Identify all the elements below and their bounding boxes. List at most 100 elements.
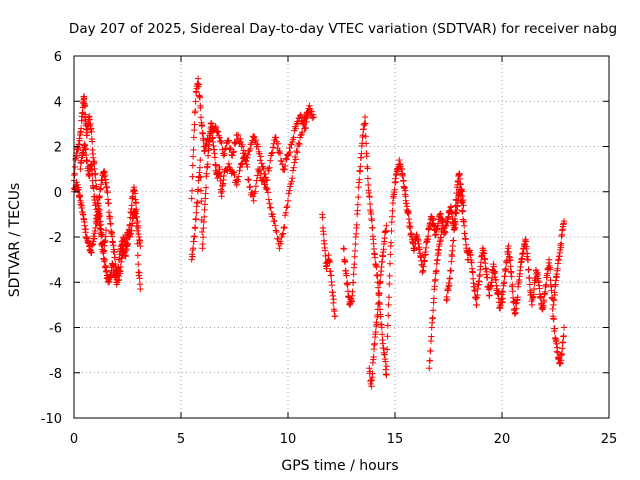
- data-point: [426, 365, 433, 372]
- data-point: [352, 230, 360, 238]
- data-point: [191, 121, 198, 128]
- data-point: [560, 332, 567, 340]
- data-point: [371, 340, 378, 347]
- data-point: [553, 340, 560, 347]
- data-point: [376, 289, 383, 297]
- data-point: [475, 278, 483, 285]
- data-point: [88, 249, 95, 256]
- data-point: [286, 187, 293, 194]
- data-point: [433, 267, 440, 274]
- data-point: [540, 302, 547, 309]
- data-point: [252, 183, 260, 190]
- data-point: [242, 150, 249, 157]
- data-point: [320, 230, 327, 238]
- data-point: [258, 160, 265, 167]
- data-point: [381, 235, 388, 242]
- data-point: [443, 295, 451, 303]
- data-point: [132, 199, 140, 207]
- data-point: [537, 293, 545, 300]
- data-point: [283, 204, 290, 211]
- data-point: [291, 159, 298, 166]
- data-point: [88, 170, 96, 177]
- y-tick-label: -10: [41, 412, 62, 427]
- data-point: [460, 222, 468, 229]
- data-point: [127, 214, 134, 221]
- data-point: [273, 228, 280, 236]
- data-point: [362, 120, 369, 127]
- data-point: [364, 175, 372, 182]
- data-point: [189, 173, 196, 180]
- data-point: [275, 149, 282, 156]
- data-point: [374, 311, 381, 319]
- data-point: [110, 241, 117, 249]
- data-point: [383, 362, 390, 370]
- data-point: [133, 213, 140, 221]
- data-point: [189, 253, 196, 260]
- data-point: [240, 154, 247, 161]
- data-point: [349, 288, 356, 295]
- data-point: [239, 141, 246, 149]
- data-point: [245, 176, 252, 184]
- data-point: [252, 136, 260, 144]
- data-point: [385, 301, 392, 309]
- data-point: [374, 306, 382, 313]
- data-point: [289, 174, 296, 182]
- data-point: [384, 333, 391, 340]
- data-point: [251, 133, 258, 141]
- data-point: [229, 152, 236, 159]
- data-point: [264, 185, 271, 193]
- data-point: [276, 245, 283, 252]
- tick-labels: 0 5 10 15 20 25 -10 -8 -6 -4 -2 0 2 4 6: [41, 50, 618, 447]
- data-point: [449, 242, 456, 250]
- y-tick-label: -6: [49, 322, 62, 337]
- data-point: [524, 250, 531, 257]
- data-point: [83, 158, 91, 165]
- data-point: [357, 163, 364, 170]
- data-point: [400, 177, 407, 184]
- data-point: [199, 130, 206, 137]
- data-point: [197, 104, 204, 112]
- data-point: [437, 234, 445, 241]
- data-point: [420, 263, 427, 270]
- data-point: [289, 167, 297, 174]
- data-point: [219, 146, 226, 153]
- data-point: [513, 305, 520, 312]
- data-point: [305, 105, 312, 112]
- data-point: [104, 189, 111, 196]
- data-point: [134, 252, 142, 259]
- data-point: [251, 188, 259, 195]
- data-point: [284, 152, 292, 159]
- data-point: [281, 162, 289, 170]
- data-point: [197, 156, 204, 164]
- x-tick-label: 25: [601, 432, 618, 447]
- data-point: [194, 199, 201, 207]
- y-tick-label: -2: [49, 231, 62, 246]
- data-point: [459, 192, 466, 200]
- data-point: [509, 288, 516, 295]
- data-point: [265, 196, 272, 203]
- data-point: [269, 211, 277, 218]
- x-tick-label: 20: [494, 432, 511, 447]
- data-point: [288, 141, 295, 148]
- data-point: [377, 278, 384, 285]
- data-point: [322, 252, 329, 260]
- data-point: [528, 301, 536, 309]
- data-point: [549, 305, 556, 313]
- data-point: [199, 240, 206, 248]
- data-point: [199, 234, 207, 241]
- data-point: [383, 222, 390, 229]
- data-point: [71, 163, 79, 171]
- data-point: [560, 324, 568, 331]
- data-point: [242, 158, 250, 165]
- data-point: [82, 226, 89, 233]
- data-point: [236, 167, 243, 174]
- data-point: [122, 253, 129, 260]
- data-point: [469, 269, 476, 276]
- data-point: [214, 128, 221, 136]
- data-point: [246, 183, 254, 190]
- data-point: [244, 176, 252, 183]
- data-point: [90, 185, 97, 192]
- data-point: [191, 233, 198, 240]
- data-point: [203, 170, 210, 177]
- data-point: [135, 260, 142, 268]
